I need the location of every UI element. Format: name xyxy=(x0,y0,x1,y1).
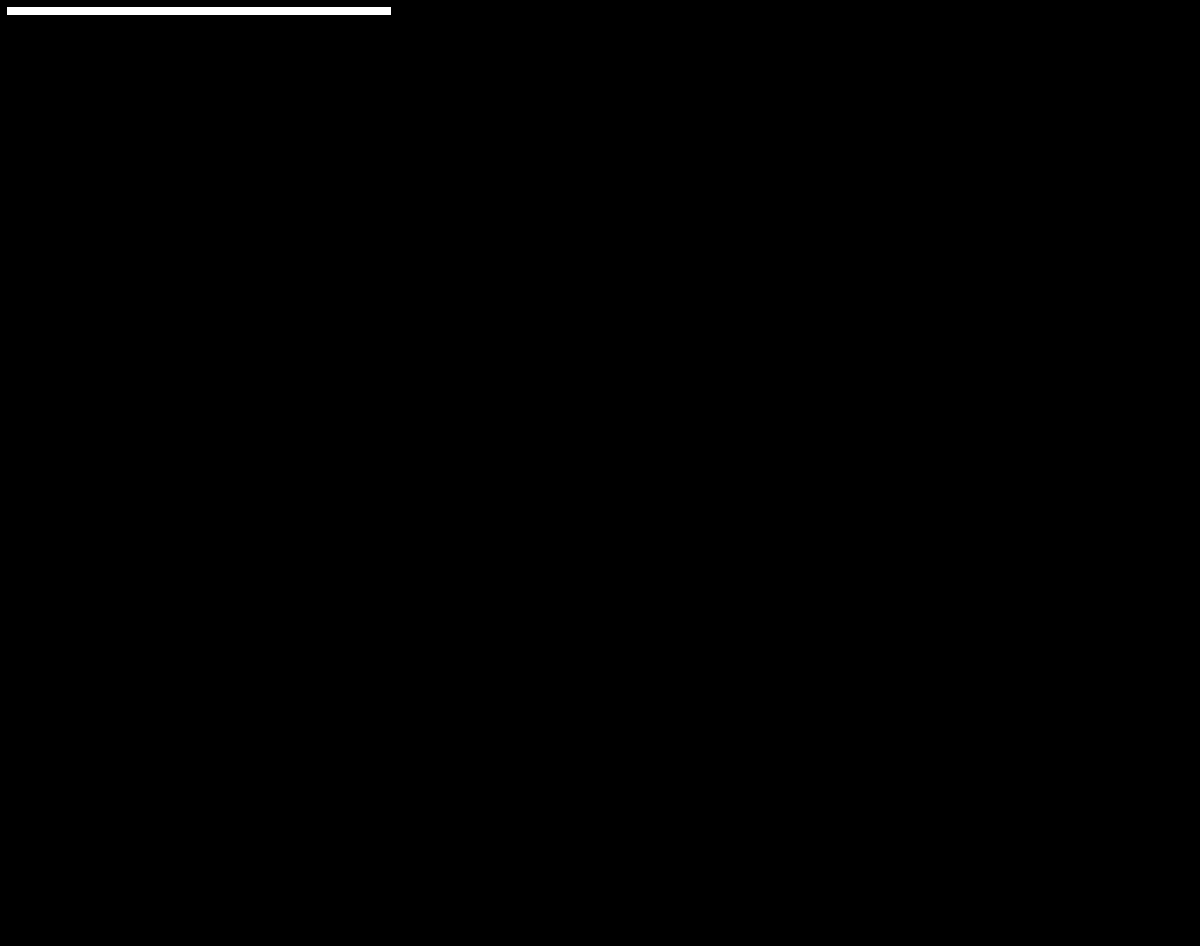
colorbar-gradient xyxy=(5,82,256,121)
sst-colorbar xyxy=(5,82,256,121)
title-legend-box xyxy=(5,5,393,17)
